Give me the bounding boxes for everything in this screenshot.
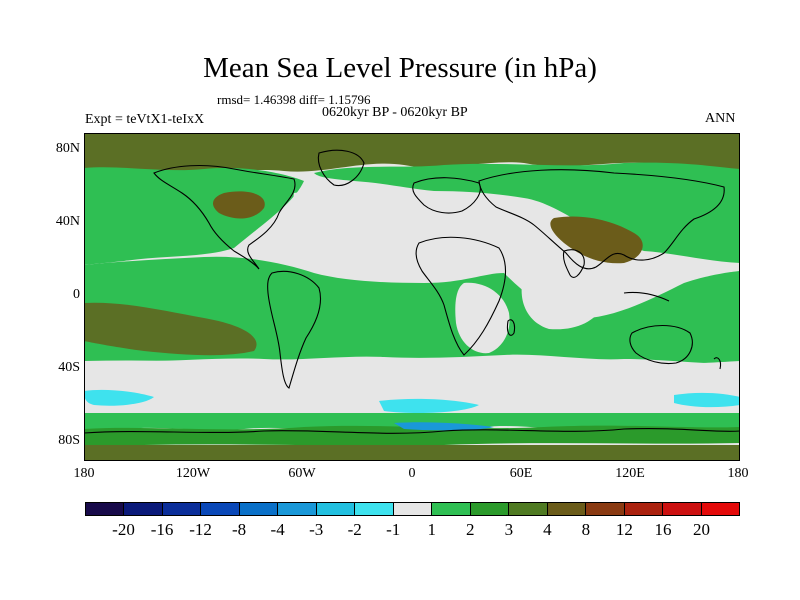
coast-south-america — [267, 270, 322, 389]
colorbar-segment — [86, 503, 125, 515]
x-tick-60w: 60W — [288, 466, 316, 481]
map-title: Mean Sea Level Pressure (in hPa) — [203, 52, 597, 84]
y-tick-40s: 40S — [58, 360, 80, 375]
field-indian-neutral — [521, 273, 604, 330]
colorbar-segment — [624, 503, 664, 515]
coastlines — [84, 149, 740, 434]
field-arctic-olive — [84, 133, 740, 176]
field-southern-neutral — [84, 360, 740, 413]
colorbar-label: 12 — [615, 520, 633, 539]
coast-new-zealand — [713, 357, 722, 370]
colorbar-label: -4 — [270, 520, 285, 539]
colorbar-label: -16 — [150, 520, 174, 539]
colorbar-segment — [547, 503, 587, 515]
colorbar-segment — [509, 503, 548, 515]
colorbar-label: -1 — [386, 520, 401, 539]
colorbar-label: -8 — [232, 520, 247, 539]
period-label: 0620kyr BP - 0620kyr BP — [322, 105, 468, 120]
colorbar-label: 16 — [654, 520, 672, 539]
colorbar-label: -3 — [309, 520, 324, 539]
colorbar-segment — [470, 503, 510, 515]
x-tick-180w: 180 — [73, 466, 95, 481]
y-tick-40n: 40N — [55, 214, 80, 229]
field-southern-cyan-3 — [674, 392, 740, 408]
y-tick-0: 0 — [73, 287, 80, 302]
colorbar-segment — [355, 503, 394, 515]
colorbar-label: 1 — [427, 520, 437, 539]
field-antarctic-blue — [394, 422, 494, 431]
coast-india — [562, 249, 585, 278]
x-tick-120w: 120W — [175, 466, 211, 481]
x-tick-0: 0 — [408, 466, 416, 481]
field-africa-neutral — [455, 282, 510, 354]
coast-asia — [478, 169, 725, 270]
field-asia-brown — [550, 216, 643, 264]
colorbar-segment — [278, 503, 317, 515]
colorbar-segment — [162, 503, 202, 515]
colorbar-segment — [663, 503, 702, 515]
colorbar-segment — [586, 503, 625, 515]
field-atlantic-neutral — [292, 188, 517, 263]
field-bottom-olive — [84, 445, 740, 461]
coast-africa — [415, 236, 506, 356]
colorbar — [85, 502, 740, 516]
pressure-difference-map — [84, 133, 740, 461]
colorbar-segment — [239, 503, 279, 515]
colorbar-label: -12 — [189, 520, 212, 539]
colorbar-label: -2 — [347, 520, 362, 539]
colorbar-segment — [432, 503, 471, 515]
field-spacific-olive — [84, 302, 257, 356]
x-tick-120e: 120E — [615, 466, 645, 481]
season-label: ANN — [705, 111, 736, 126]
y-tick-80n: 80N — [55, 141, 80, 156]
coast-indonesia — [623, 291, 670, 302]
experiment-label: Expt = teVtX1-teIxX — [85, 112, 205, 127]
colorbar-segment — [393, 503, 433, 515]
coast-greenland — [317, 149, 365, 187]
field-pacific-brown — [212, 191, 265, 219]
field-southern-cyan-2 — [379, 398, 479, 413]
map-frame — [84, 133, 740, 461]
coast-europe — [412, 177, 481, 214]
rmsd-diff-stats: rmsd= 1.46398 diff= 1.15796 — [217, 92, 371, 107]
colorbar-label: 4 — [543, 520, 552, 539]
colorbar-label: 2 — [466, 520, 475, 539]
colorbar-segment — [124, 503, 163, 515]
field-southern-cyan-1 — [84, 389, 154, 406]
colorbar-segment — [316, 503, 356, 515]
field-npacific-green — [84, 167, 304, 265]
colorbar-segment — [701, 503, 739, 515]
colorbar-label: 20 — [692, 520, 710, 539]
coast-madagascar — [506, 319, 516, 336]
coast-antarctica — [84, 428, 740, 434]
coast-australia — [629, 324, 693, 365]
colorbar-label: -20 — [112, 520, 135, 539]
coast-north-america — [153, 164, 296, 270]
colorbar-label: 8 — [581, 520, 591, 539]
y-tick-80s: 80S — [58, 433, 80, 448]
x-tick-180e: 180 — [727, 466, 749, 481]
x-tick-60e: 60E — [509, 466, 533, 481]
colorbar-label: 3 — [504, 520, 514, 539]
colorbar-segment — [201, 503, 240, 515]
